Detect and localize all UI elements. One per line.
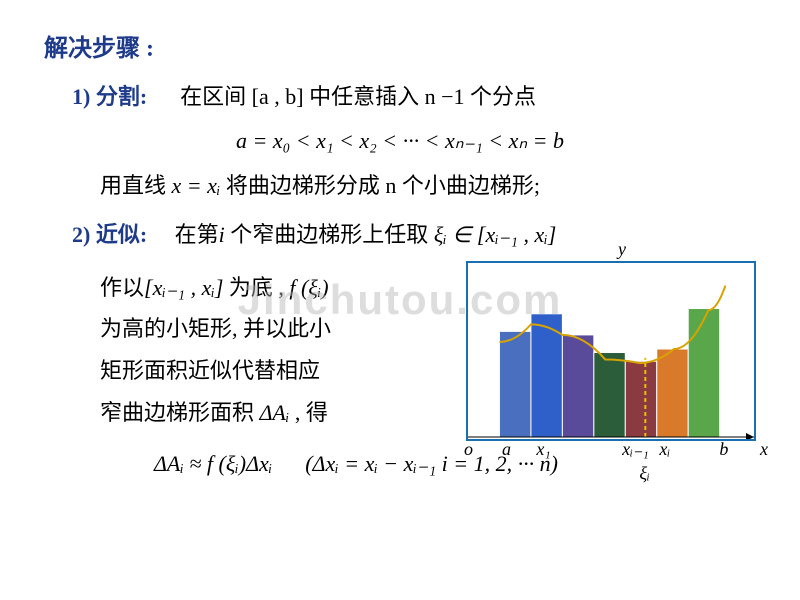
tick-label: b [719, 439, 728, 460]
step1-text: 在区间 [a , b] 中任意插入 n −1 个分点 [180, 84, 536, 109]
slide-content: 解决步骤 : 1) 分割: 在区间 [a , b] 中任意插入 n −1 个分点… [0, 0, 800, 505]
step1-label: 1) 分割: [72, 84, 147, 109]
para-l4: 窄曲边梯形面积 ΔAᵢ , 得 [100, 392, 456, 434]
step1-line2-post: 将曲边梯形分成 n 个小曲边梯形; [226, 173, 540, 198]
step1-line2-pre: 用直线 [100, 173, 172, 198]
step1-line2-math: x = xᵢ [172, 173, 221, 198]
step2-i: i [219, 222, 231, 247]
bottom-paren: (Δxᵢ = xᵢ − xᵢ₋₁ i = 1, 2, ··· n) [305, 451, 558, 476]
step2-line: 2) 近似: 在第i 个窄曲边梯形上任取 ξᵢ ∈ [xᵢ₋₁ , xᵢ] [72, 217, 756, 252]
step1-line: 1) 分割: 在区间 [a , b] 中任意插入 n −1 个分点 [72, 79, 756, 114]
origin-label: o [464, 439, 473, 460]
riemann-chart [466, 261, 756, 441]
step2-pre: 在第 [175, 222, 219, 247]
chart-area: y o ax₁xᵢ₋₁xᵢb x ξᵢ [466, 261, 756, 441]
x-axis-label: x [760, 439, 768, 460]
tick-label: xᵢ₋₁ [622, 439, 649, 460]
para-l3: 矩形面积近似代替相应 [100, 350, 456, 392]
para-l2: 为高的小矩形, 并以此小 [100, 308, 456, 350]
bottom-main: ΔAᵢ ≈ f (ξᵢ)Δxᵢ [154, 451, 272, 476]
step2-label: 2) 近似: [72, 222, 147, 247]
step2-math: ξᵢ ∈ [xᵢ₋₁ , xᵢ] [434, 222, 556, 247]
y-axis-label: y [618, 239, 626, 260]
partition-formula: a = x₀ < x₁ < x₂ < ··· < xₙ₋₁ < xₙ = b [44, 128, 756, 154]
chart-svg [468, 263, 754, 439]
xi-label: ξᵢ [639, 463, 650, 484]
step2-mid: 个窄曲边梯形上任取 [230, 222, 428, 247]
step1-line2: 用直线 x = xᵢ 将曲边梯形分成 n 个小曲边梯形; [100, 168, 756, 203]
two-column: 作以[xᵢ₋₁ , xᵢ] 为底 , f (ξᵢ) 为高的小矩形, 并以此小 矩… [44, 267, 756, 441]
heading: 解决步骤 : [44, 28, 756, 63]
tick-label: a [502, 439, 511, 460]
paragraph: 作以[xᵢ₋₁ , xᵢ] 为底 , f (ξᵢ) 为高的小矩形, 并以此小 矩… [100, 267, 456, 434]
tick-label: xᵢ [659, 439, 670, 460]
tick-label: x₁ [536, 439, 550, 460]
para-l1: 作以[xᵢ₋₁ , xᵢ] 为底 , f (ξᵢ) [100, 267, 456, 309]
